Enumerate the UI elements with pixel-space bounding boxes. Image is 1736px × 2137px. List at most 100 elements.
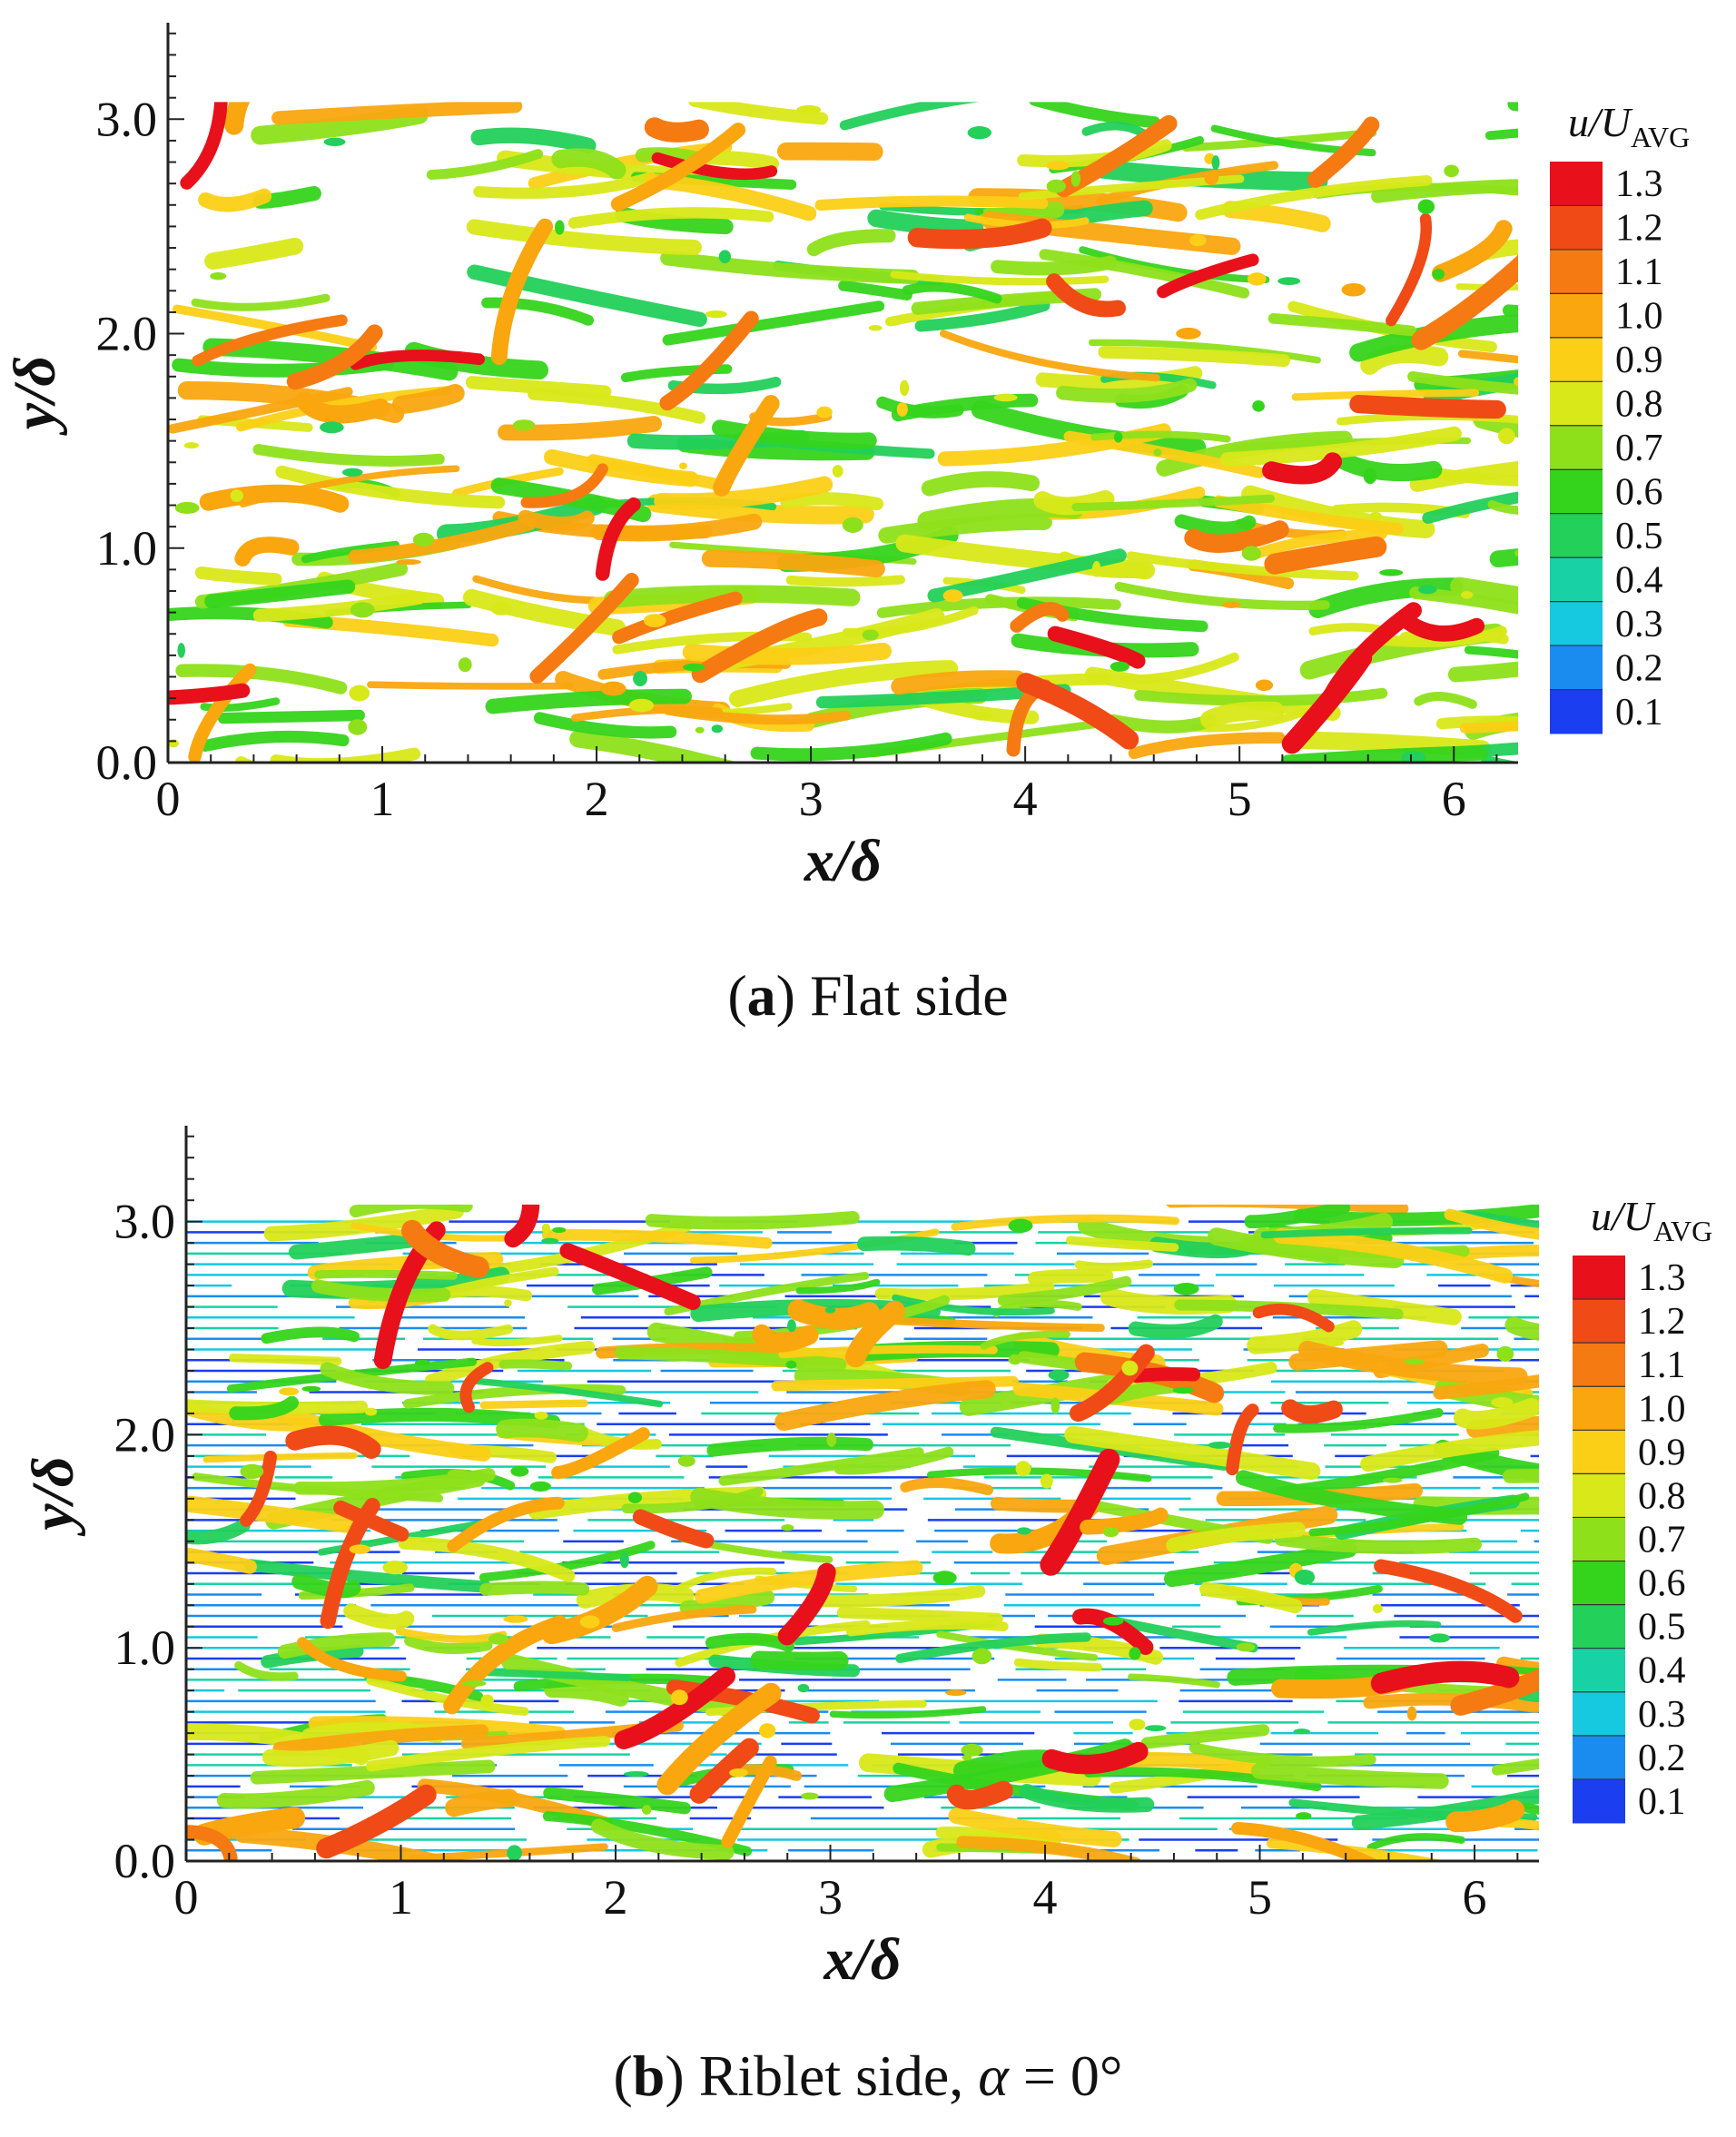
y-tick-label: 3.0 bbox=[114, 1195, 176, 1249]
vortex-blob bbox=[301, 1385, 321, 1393]
vortex-streak bbox=[682, 642, 892, 665]
vortex-streak bbox=[1455, 283, 1518, 291]
colorbar-swatch bbox=[1573, 1386, 1625, 1431]
colorbar-swatch bbox=[1550, 469, 1603, 515]
colorbar-label: 1.1 bbox=[1615, 251, 1663, 293]
vortex-streak bbox=[1515, 1802, 1539, 1815]
colorbar-label: 0.3 bbox=[1638, 1694, 1686, 1736]
vortex-streak bbox=[1033, 490, 1115, 516]
vortex-head bbox=[691, 608, 828, 684]
vortex-blob bbox=[350, 602, 375, 618]
vortex-blob bbox=[1252, 400, 1265, 412]
vortex-streak bbox=[1140, 1724, 1270, 1749]
vortex-streak bbox=[1504, 1316, 1539, 1341]
vortex-streak bbox=[261, 1739, 399, 1768]
vortex-streak bbox=[776, 142, 883, 162]
vortex-head bbox=[1281, 1399, 1343, 1424]
vortex-streak bbox=[402, 1384, 626, 1409]
vortex-streak bbox=[729, 660, 959, 707]
vortex-streak bbox=[367, 681, 574, 690]
y-axis-title: y/δ bbox=[2, 356, 68, 436]
vortex-head bbox=[1040, 1448, 1120, 1576]
vortex-blob bbox=[230, 489, 244, 503]
vortex-streak bbox=[198, 188, 272, 212]
x-tick-label: 3 bbox=[818, 1870, 843, 1925]
vortex-streak bbox=[687, 102, 829, 125]
vortex-streak bbox=[951, 1214, 1180, 1231]
vortex-streak bbox=[204, 579, 356, 609]
vortex-streak bbox=[1453, 742, 1518, 759]
vortex-streak bbox=[186, 1547, 257, 1574]
vortex-head bbox=[1262, 452, 1342, 485]
vortex-head bbox=[1080, 1507, 1169, 1535]
vortex-blob bbox=[1401, 750, 1426, 763]
vortex-blob bbox=[458, 657, 472, 673]
vortex-blob bbox=[480, 1694, 494, 1708]
vortex-streak bbox=[1019, 1783, 1155, 1813]
colorbar-label: 0.6 bbox=[1638, 1563, 1686, 1605]
colorbar-label: 1.1 bbox=[1638, 1344, 1686, 1386]
vortex-streak bbox=[1450, 576, 1518, 606]
vortex-streak bbox=[712, 419, 877, 449]
colorbar-swatch bbox=[1550, 162, 1603, 206]
vortex-streak bbox=[1297, 1340, 1528, 1386]
vortex-blob bbox=[1296, 1812, 1312, 1820]
x-axis-title: x/δ bbox=[823, 1926, 901, 1993]
vortex-blob bbox=[1369, 511, 1382, 520]
axes: 0.0 1.0 2.0 3.0 0 1 2 3 4 5 6 x/δ y/δ bbox=[20, 1126, 1539, 1993]
vortex-streak bbox=[467, 264, 707, 328]
vortex-streak bbox=[1128, 732, 1286, 760]
x-tick-label: 5 bbox=[1228, 772, 1252, 826]
vortex-streak bbox=[1195, 174, 1433, 221]
vortex-streak bbox=[473, 172, 656, 200]
x-tick-label: 1 bbox=[370, 772, 395, 826]
colorbar-label: 1.0 bbox=[1615, 296, 1663, 338]
vortex-streak bbox=[481, 297, 595, 326]
vortex-blob bbox=[972, 1648, 992, 1665]
vortex-blob bbox=[1144, 1725, 1167, 1731]
colorbar-label: 0.1 bbox=[1615, 692, 1663, 734]
colorbar-label: 0.2 bbox=[1638, 1738, 1686, 1779]
vortex-blob bbox=[801, 1792, 819, 1800]
vortex-streak bbox=[750, 1650, 849, 1670]
vortex-streak bbox=[1088, 339, 1321, 364]
vortex-head bbox=[632, 1509, 715, 1549]
vortex-blob bbox=[1222, 601, 1241, 609]
vortex-streak bbox=[471, 1334, 563, 1347]
vortex-streak bbox=[544, 448, 699, 487]
vortex-head bbox=[520, 463, 608, 508]
vortex-streak bbox=[349, 1204, 473, 1218]
caption-b-text-before: Riblet side, bbox=[698, 2043, 979, 2108]
vortex-blob bbox=[695, 726, 705, 734]
vortex-blob bbox=[1293, 1728, 1310, 1735]
vortex-blob bbox=[1040, 1473, 1053, 1489]
vortex-streak bbox=[1481, 755, 1518, 763]
vortex-streak bbox=[1507, 102, 1518, 112]
x-tick-label: 2 bbox=[585, 772, 609, 826]
colorbar-swatch bbox=[1550, 557, 1603, 603]
vortex-streak bbox=[478, 1541, 656, 1582]
vortex-streak bbox=[1027, 1268, 1114, 1286]
vortex-blob bbox=[781, 1524, 794, 1531]
vortex-streak bbox=[1447, 661, 1518, 683]
vortex-streak bbox=[1074, 1259, 1153, 1272]
vortex-blob bbox=[993, 393, 1018, 402]
vortex-blob bbox=[624, 1771, 649, 1778]
vortex-blob bbox=[1110, 661, 1129, 672]
vortex-blob bbox=[1491, 1397, 1514, 1408]
vortex-blob bbox=[1153, 448, 1162, 457]
vortex-blob bbox=[1382, 1477, 1403, 1483]
vortex-blob bbox=[1015, 1461, 1031, 1477]
vortex-blob bbox=[1121, 1360, 1139, 1376]
vortex-blob bbox=[826, 1433, 837, 1447]
vortex-head bbox=[350, 350, 485, 370]
vortex-blob bbox=[1172, 1386, 1194, 1394]
vortex-blob bbox=[711, 724, 724, 734]
vortex-head bbox=[1046, 273, 1126, 318]
vortex-head bbox=[1431, 220, 1513, 282]
vortex-blob bbox=[541, 1237, 559, 1245]
colorbar-label: 0.5 bbox=[1638, 1607, 1686, 1649]
colorbar-swatch bbox=[1550, 293, 1603, 339]
vortex-blob bbox=[396, 558, 421, 566]
vortex-streak bbox=[1492, 1758, 1539, 1776]
